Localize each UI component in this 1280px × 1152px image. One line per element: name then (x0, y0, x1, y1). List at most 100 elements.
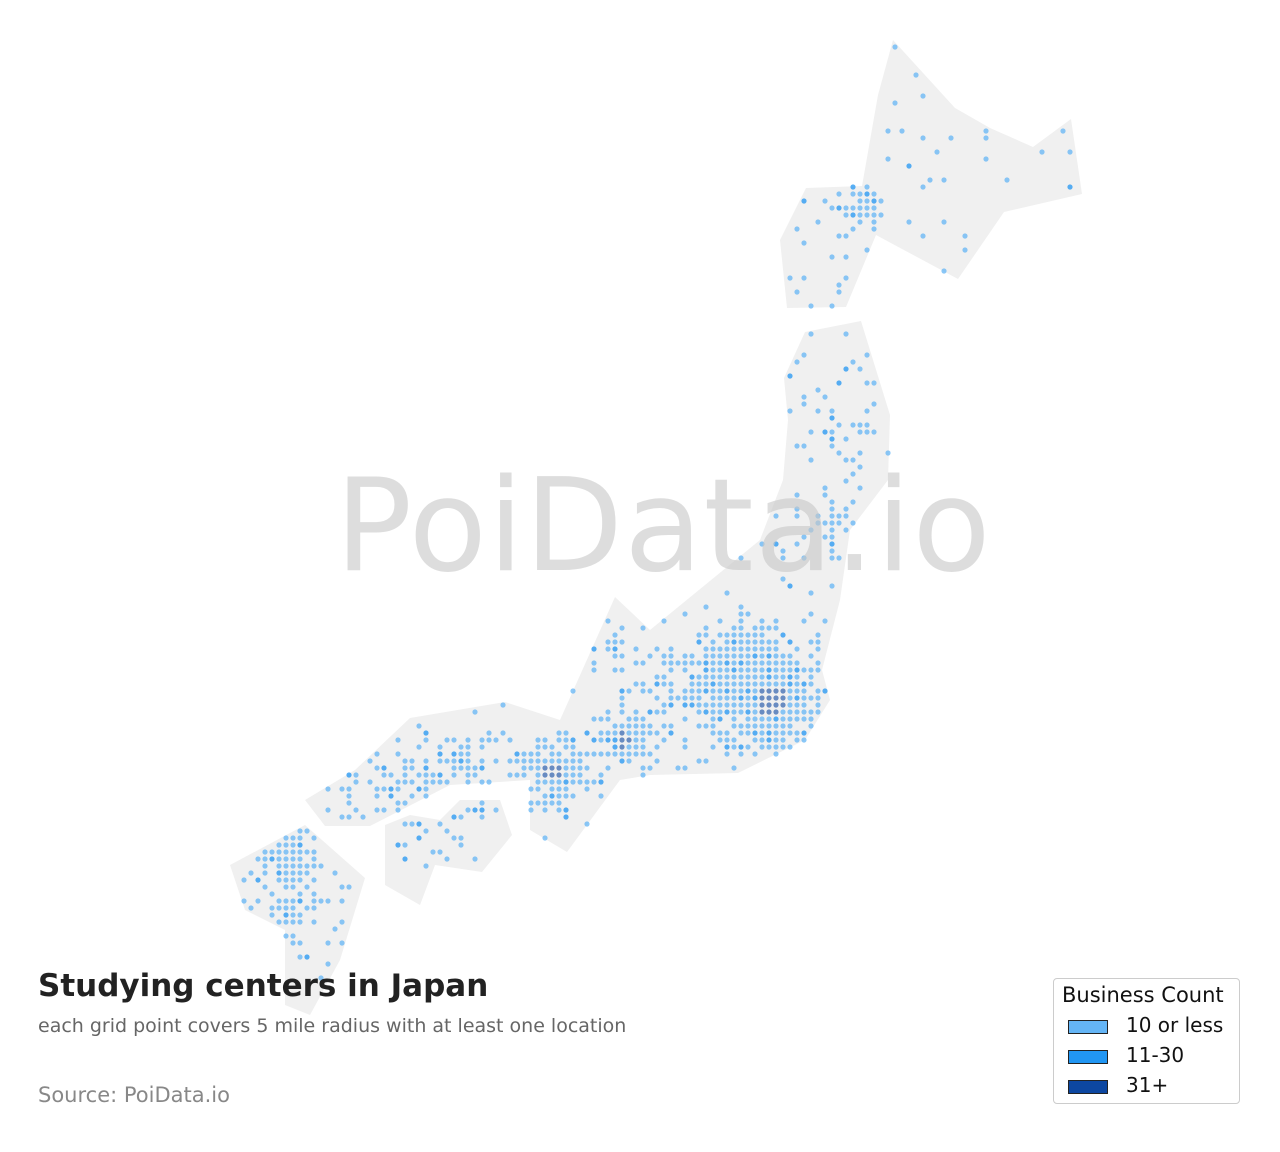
grid-points (241, 44, 1073, 981)
grid-point (311, 877, 317, 883)
grid-point (815, 660, 821, 666)
grid-point (766, 695, 772, 701)
grid-point (780, 702, 786, 708)
grid-point (430, 849, 436, 855)
grid-point (451, 835, 457, 841)
grid-point (507, 758, 513, 764)
grid-point (367, 779, 373, 785)
grid-point (682, 688, 688, 694)
grid-point (836, 289, 842, 295)
grid-point (311, 898, 317, 904)
grid-point (619, 625, 625, 631)
grid-point (738, 681, 744, 687)
grid-point (731, 716, 737, 722)
grid-point (318, 863, 324, 869)
grid-point (633, 723, 639, 729)
grid-point (619, 695, 625, 701)
grid-point (276, 863, 282, 869)
grid-point (262, 849, 268, 855)
grid-point (787, 723, 793, 729)
grid-point (843, 275, 849, 281)
grid-point (325, 898, 331, 904)
grid-point (780, 667, 786, 673)
grid-point (794, 289, 800, 295)
grid-point (472, 807, 478, 813)
grid-point (605, 639, 611, 645)
grid-point (269, 905, 275, 911)
grid-point (353, 779, 359, 785)
grid-point (794, 443, 800, 449)
grid-point (815, 667, 821, 673)
grid-point (570, 779, 576, 785)
grid-point (332, 926, 338, 932)
grid-point (738, 695, 744, 701)
grid-point (822, 520, 828, 526)
grid-point (402, 856, 408, 862)
grid-point (304, 954, 310, 960)
grid-point (710, 660, 716, 666)
grid-point (563, 730, 569, 736)
grid-point (766, 681, 772, 687)
grid-point (724, 730, 730, 736)
grid-point (731, 681, 737, 687)
grid-point (738, 660, 744, 666)
grid-point (633, 681, 639, 687)
grid-point (703, 709, 709, 715)
grid-point (724, 688, 730, 694)
grid-point (297, 919, 303, 925)
grid-point (297, 954, 303, 960)
grid-point (745, 611, 751, 617)
grid-point (801, 695, 807, 701)
grid-point (703, 723, 709, 729)
grid-point (745, 674, 751, 680)
grid-point (871, 205, 877, 211)
grid-point (801, 737, 807, 743)
grid-point (241, 898, 247, 904)
grid-point (255, 877, 261, 883)
grid-point (766, 674, 772, 680)
grid-point (647, 765, 653, 771)
grid-point (815, 688, 821, 694)
grid-point (738, 674, 744, 680)
grid-point (808, 303, 814, 309)
grid-point (696, 758, 702, 764)
grid-point (794, 681, 800, 687)
grid-point (535, 772, 541, 778)
grid-point (591, 660, 597, 666)
grid-point (766, 702, 772, 708)
grid-point (794, 513, 800, 519)
grid-point (759, 653, 765, 659)
grid-point (514, 772, 520, 778)
grid-point (381, 765, 387, 771)
legend: Business Count 10 or less 11-30 31+ (1053, 978, 1240, 1104)
grid-point (850, 191, 856, 197)
grid-point (864, 422, 870, 428)
grid-point (563, 814, 569, 820)
grid-point (563, 765, 569, 771)
grid-point (815, 520, 821, 526)
grid-point (297, 849, 303, 855)
grid-point (381, 786, 387, 792)
grid-point (836, 513, 842, 519)
grid-point (885, 156, 891, 162)
grid-point (297, 863, 303, 869)
grid-point (311, 919, 317, 925)
grid-point (815, 702, 821, 708)
grid-point (283, 884, 289, 890)
grid-point (283, 835, 289, 841)
grid-point (759, 625, 765, 631)
grid-point (808, 527, 814, 533)
grid-point (759, 723, 765, 729)
grid-point (297, 891, 303, 897)
grid-point (815, 709, 821, 715)
grid-point (731, 723, 737, 729)
grid-point (563, 744, 569, 750)
grid-point (402, 772, 408, 778)
grid-point (752, 695, 758, 701)
grid-point (276, 842, 282, 848)
grid-point (724, 667, 730, 673)
grid-point (654, 681, 660, 687)
grid-point (297, 856, 303, 862)
grid-point (815, 219, 821, 225)
grid-point (745, 702, 751, 708)
